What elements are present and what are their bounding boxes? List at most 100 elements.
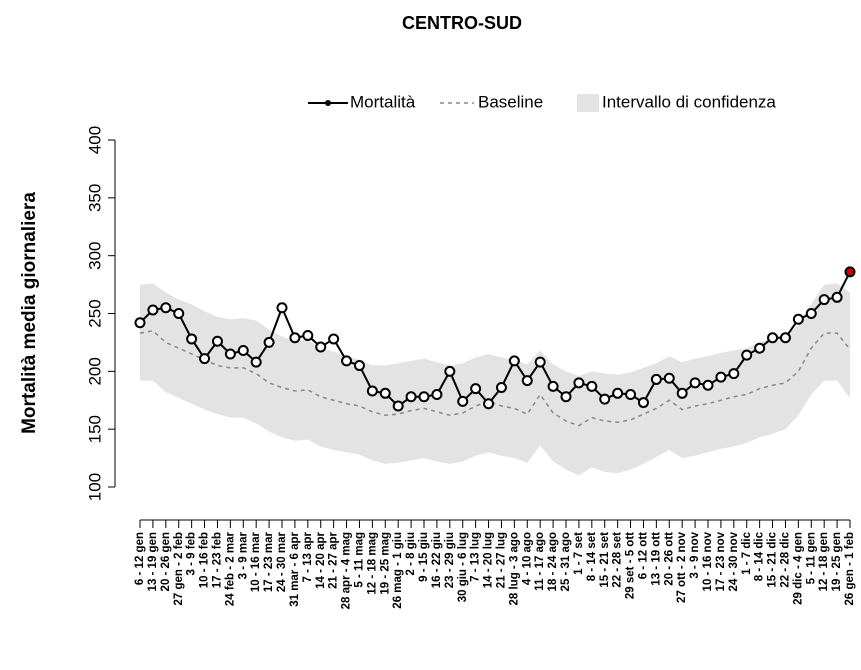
- mortality-point: [715, 371, 727, 383]
- x-tick-label: 12 - 18 gen: [818, 532, 830, 591]
- x-tick-label: 19 - 25 mag: [379, 532, 391, 595]
- mortality-point: [560, 391, 572, 403]
- x-tick-label: 4 - 10 ago: [521, 532, 533, 585]
- mortality-point: [302, 329, 314, 341]
- x-tick-label: 7 - 13 lug: [470, 532, 482, 582]
- x-tick-label: 6 - 12 gen: [134, 532, 146, 585]
- mortality-point: [534, 356, 546, 368]
- x-tick-label: 24 - 30 mar: [276, 531, 288, 592]
- x-tick-label: 23 - 29 giu: [444, 532, 456, 588]
- mortality-point: [702, 379, 714, 391]
- mortality-point: [625, 388, 637, 400]
- x-tick-label: 19 - 25 gen: [831, 532, 843, 591]
- mortality-point: [767, 332, 779, 344]
- mortality-point: [508, 355, 520, 367]
- x-tick-label: 24 - 30 nov: [728, 531, 740, 591]
- mortality-point: [663, 372, 675, 384]
- y-tick-label: 250: [85, 299, 104, 327]
- x-tick-label: 14 - 20 lug: [483, 532, 495, 588]
- x-tick-label: 27 ott - 2 nov: [676, 531, 688, 603]
- x-tick-label: 3 - 9 feb: [186, 532, 198, 575]
- mortality-point: [392, 400, 404, 412]
- x-tick-label: 13 - 19 gen: [147, 532, 159, 591]
- mortality-point: [599, 393, 611, 405]
- confidence-band: [140, 283, 850, 476]
- mortality-point: [521, 375, 533, 387]
- x-tick-label: 15 - 21 set: [599, 532, 611, 588]
- x-tick-label: 2 - 8 giu: [405, 532, 417, 575]
- x-tick-label: 5 - 11 gen: [805, 532, 817, 584]
- mortality-point: [418, 391, 430, 403]
- x-tick-label: 14 - 20 apr: [315, 531, 327, 588]
- x-tick-label: 21 - 27 apr: [328, 531, 340, 588]
- mortality-point: [379, 387, 391, 399]
- legend-label: Baseline: [478, 92, 543, 111]
- mortality-point: [224, 348, 236, 360]
- mortality-point: [444, 365, 456, 377]
- mortality-point: [341, 355, 353, 367]
- x-tick-label: 29 dic - 4 gen: [792, 532, 804, 605]
- mortality-point: [573, 377, 585, 389]
- x-tick-label: 30 giu - 6 lug: [457, 532, 469, 602]
- x-tick-label: 3 - 9 nov: [689, 531, 701, 578]
- x-tick-label: 29 set - 5 ott: [625, 532, 637, 599]
- mortality-point: [160, 302, 172, 314]
- y-tick-label: 150: [85, 415, 104, 443]
- x-tick-label: 18 - 24 ago: [547, 532, 559, 591]
- mortality-point: [315, 341, 327, 353]
- mortality-point: [637, 397, 649, 409]
- mortality-point: [250, 356, 262, 368]
- legend-label: Mortalità: [350, 92, 416, 111]
- x-tick-label: 8 - 14 dic: [754, 531, 766, 581]
- x-tick-label: 10 - 16 mar: [250, 531, 262, 592]
- mortality-point: [470, 383, 482, 395]
- mortality-point: [483, 398, 495, 410]
- mortality-point: [199, 353, 211, 365]
- x-tick-label: 12 - 18 mag: [366, 532, 378, 595]
- mortality-point: [818, 294, 830, 306]
- x-tick-label: 5 - 11 mag: [353, 532, 365, 588]
- x-tick-label: 11 - 17 ago: [534, 532, 546, 591]
- mortality-point: [328, 333, 340, 345]
- mortality-point: [173, 308, 185, 319]
- x-tick-label: 13 - 19 ott: [650, 532, 662, 586]
- mortality-point: [211, 335, 223, 347]
- y-tick-label: 350: [85, 184, 104, 212]
- plot-area: 100 150 200 250 300 350 400 6 - 12 gen 13 - 19 g…: [85, 126, 856, 610]
- x-tick-label: 21 - 27 lug: [495, 532, 507, 588]
- x-tick-label: 8 - 14 set: [586, 532, 598, 581]
- x-tick-label: 7 - 13 apr: [302, 531, 314, 582]
- mortality-point: [689, 377, 701, 389]
- x-tick-label: 1 - 7 dic: [741, 531, 753, 574]
- y-axis-label: Mortalità media giornaliera: [19, 192, 40, 434]
- x-tick-label: 9 - 15 giu: [418, 532, 430, 582]
- mortality-point: [431, 388, 443, 400]
- x-tick-label: 26 gen - 1 feb: [844, 532, 856, 606]
- legend-label: Intervallo di confidenza: [602, 92, 776, 111]
- x-tick-label: 20 - 26 ott: [663, 532, 675, 586]
- x-tick-label: 25 - 31 ago: [560, 532, 572, 591]
- mortality-point: [741, 349, 753, 361]
- x-tick-label: 17 - 23 nov: [715, 531, 727, 591]
- x-tick-label: 27 gen - 2 feb: [173, 532, 185, 606]
- mortality-point: [805, 308, 817, 319]
- mortality-point: [353, 360, 365, 372]
- mortality-point: [844, 266, 856, 278]
- y-tick-label: 200: [85, 357, 104, 385]
- mortality-point: [276, 302, 288, 314]
- y-tick-label: 300: [85, 241, 104, 269]
- mortality-point: [134, 317, 146, 329]
- mortality-point: [792, 313, 804, 325]
- legend: Mortalità Baseline Intervallo di confidenz…: [308, 92, 776, 112]
- x-tick-label: 17 - 23 mar: [263, 531, 275, 592]
- x-tick-label: 20 - 26 gen: [160, 532, 172, 591]
- x-tick-label: 17 - 23 feb: [211, 532, 223, 588]
- x-tick-label: 28 lug - 3 ago: [508, 532, 520, 606]
- y-tick-label: 100: [85, 473, 104, 501]
- x-tick-label: 31 mar - 6 apr: [289, 531, 301, 606]
- mortality-point: [547, 380, 559, 392]
- mortality-point: [754, 342, 766, 354]
- x-tick-label: 15 - 21 dic: [767, 531, 779, 587]
- mortality-point: [405, 391, 417, 403]
